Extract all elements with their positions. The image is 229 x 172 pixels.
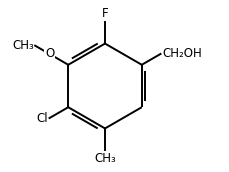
Text: Cl: Cl (36, 111, 48, 125)
Text: F: F (101, 7, 108, 20)
Text: CH₃: CH₃ (94, 152, 115, 165)
Text: O: O (45, 47, 54, 61)
Text: CH₂OH: CH₂OH (161, 47, 201, 61)
Text: CH₃: CH₃ (12, 39, 34, 52)
